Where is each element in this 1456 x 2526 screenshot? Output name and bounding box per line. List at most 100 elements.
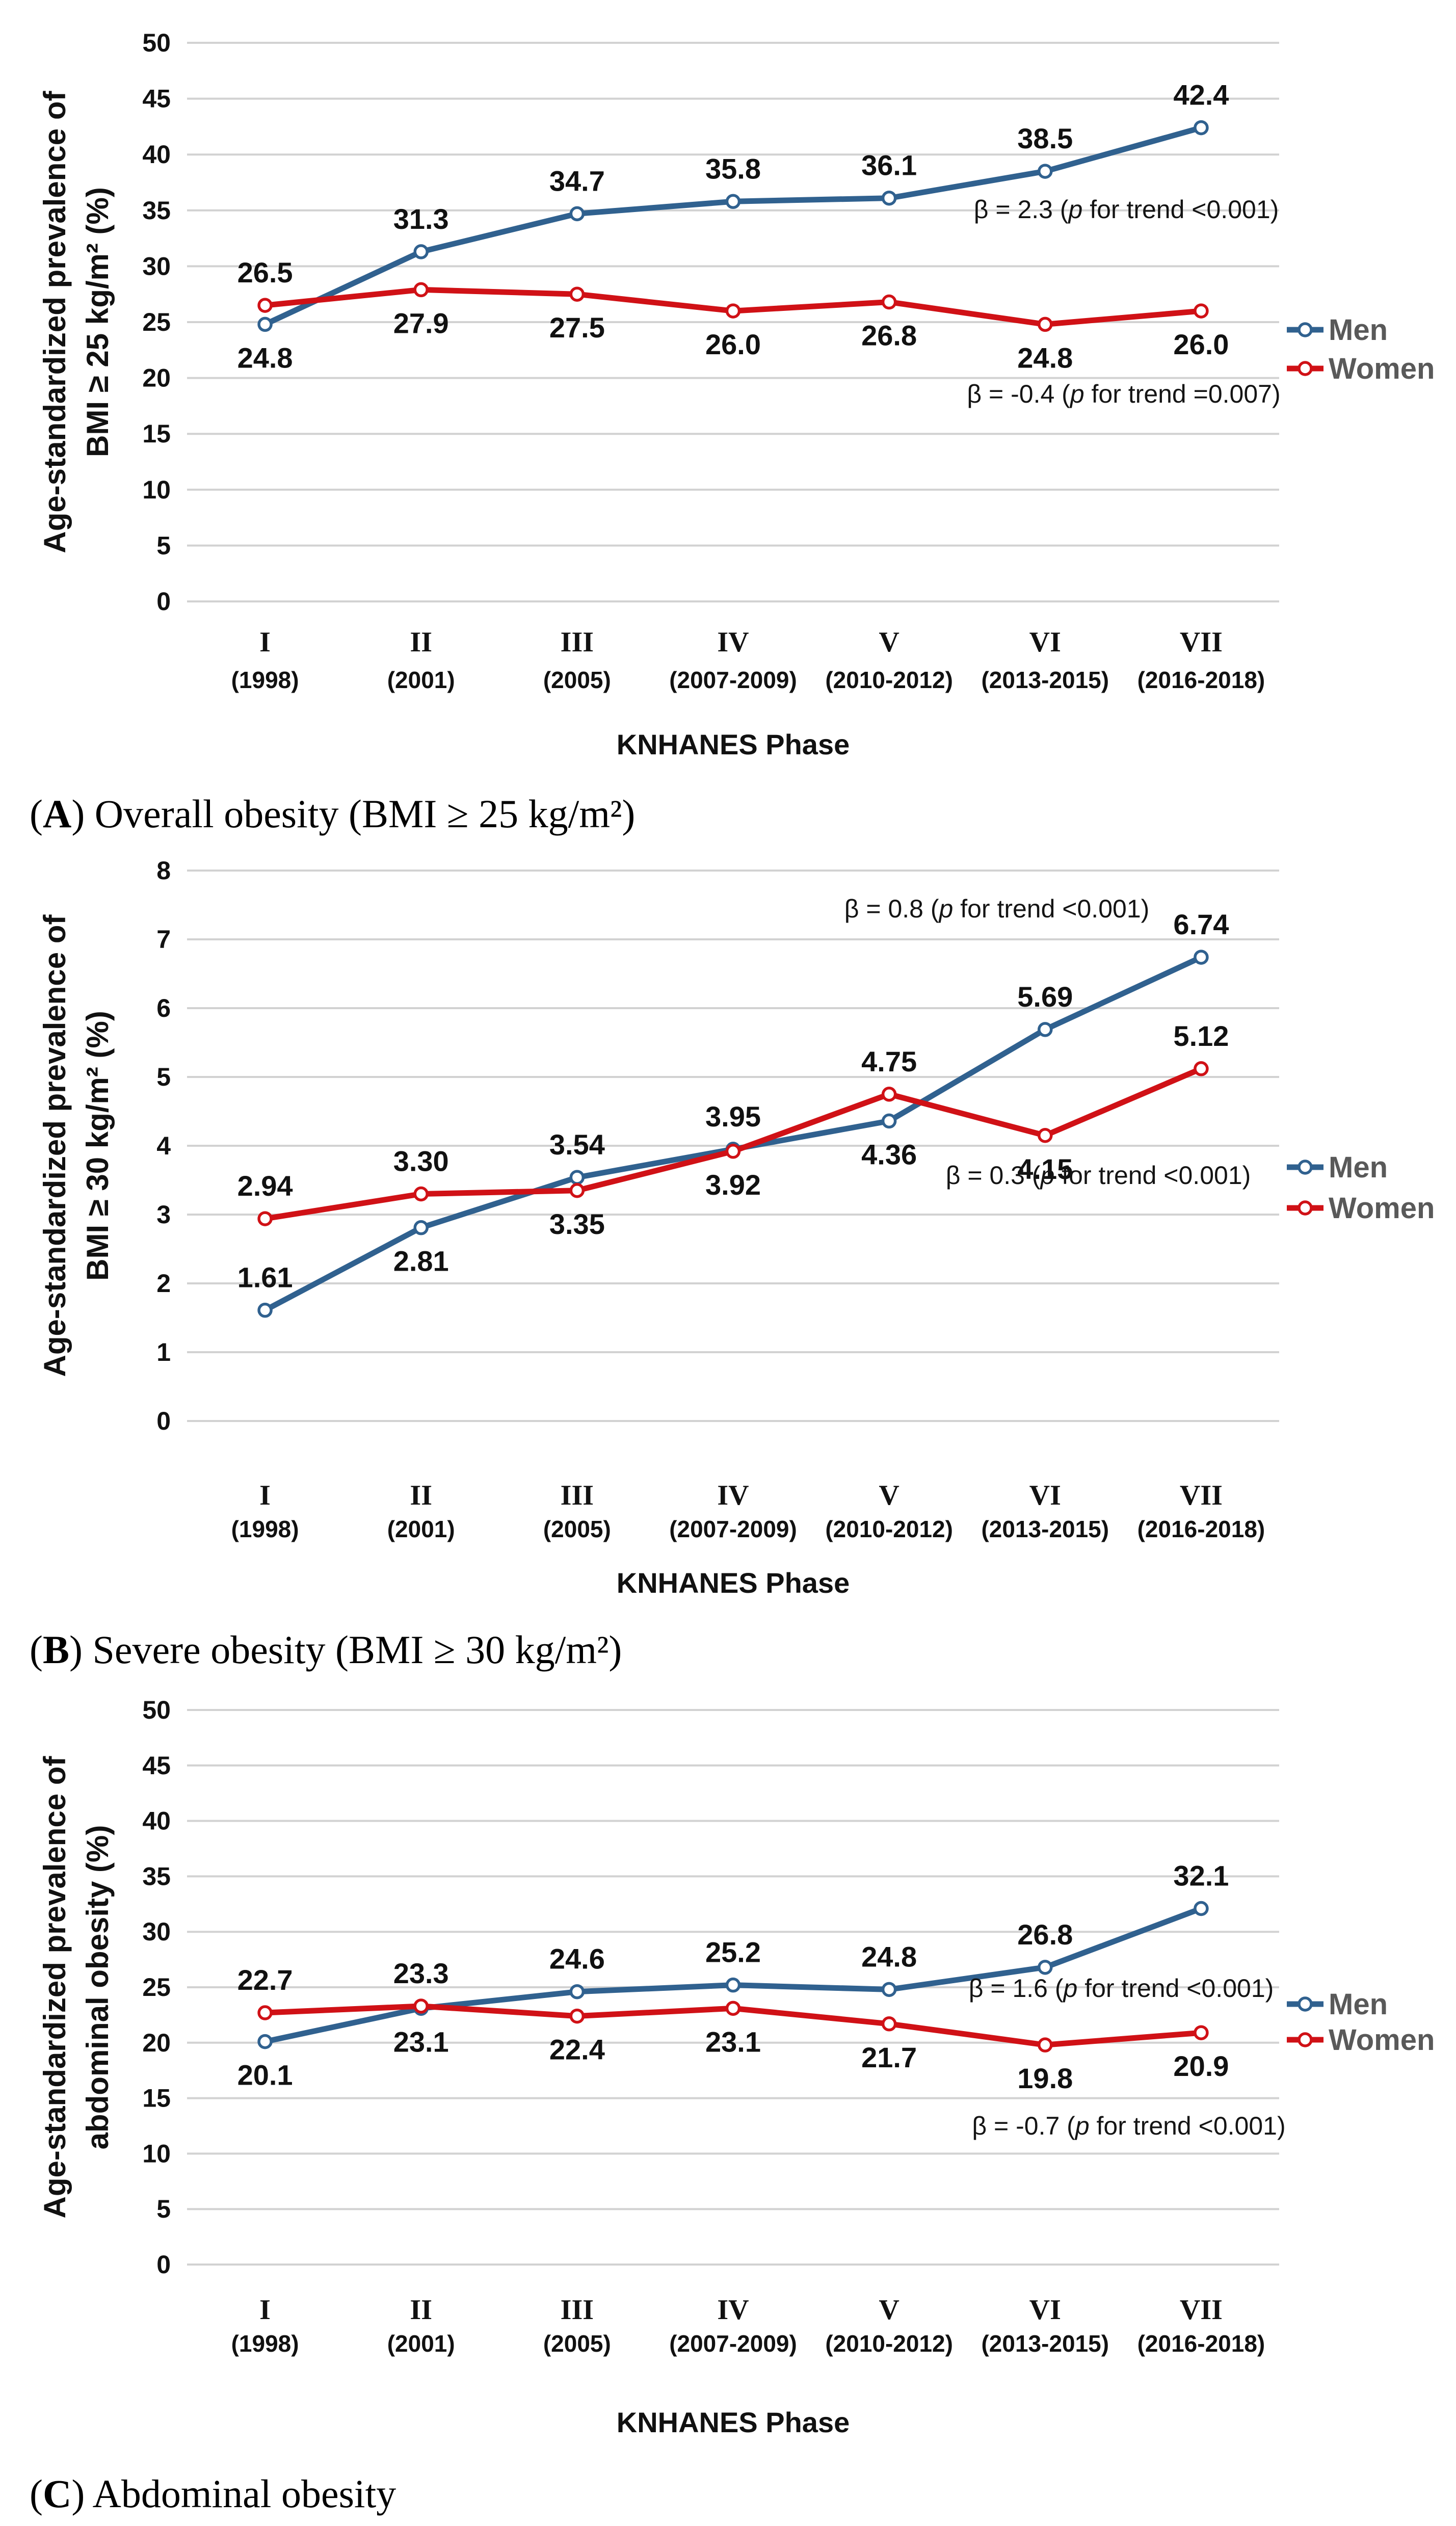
y-tick-label: 0 xyxy=(156,587,171,616)
x-tick-roman: IV xyxy=(717,2294,749,2326)
legend-circle-marker xyxy=(1298,361,1313,376)
x-tick-years: (2016-2018) xyxy=(1137,667,1265,693)
chart-A: 0 5 10 15 20 25 30 35 40 45 50 Age-standardized pre… xyxy=(38,29,1435,760)
y-tick-label: 25 xyxy=(142,308,171,336)
data-point-marker xyxy=(257,1302,273,1318)
annotation-trend: for trend <0.001) xyxy=(953,894,1149,923)
caption-chart-c: (C) Abdominal obesity xyxy=(30,2471,396,2517)
x-tick-roman: II xyxy=(410,2294,432,2326)
data-point-marker xyxy=(1038,1128,1053,1143)
data-point-marker xyxy=(725,2001,741,2016)
x-tick-years: (2010-2012) xyxy=(825,667,953,693)
data-point-marker xyxy=(413,244,429,259)
data-label: 5.69 xyxy=(1017,981,1073,1013)
x-tick-years: (2001) xyxy=(387,1516,455,1542)
trend-annotation-men: β = 2.3 (p for trend <0.001) xyxy=(974,195,1279,224)
x-tick-years: (2001) xyxy=(387,2330,455,2357)
y-tick-label: 40 xyxy=(142,140,171,169)
data-point-marker xyxy=(1038,2037,1053,2053)
y-tick-label: 8 xyxy=(156,856,171,885)
data-point-marker xyxy=(881,1087,897,1102)
data-point-marker xyxy=(569,1170,585,1185)
x-tick-years: (2007-2009) xyxy=(669,2330,797,2357)
y-tick-label: 3 xyxy=(156,1200,171,1229)
annotation-p-italic: p xyxy=(1063,1974,1078,2003)
data-point-marker xyxy=(569,1183,585,1198)
annotation-trend: for trend <0.001) xyxy=(1090,2112,1286,2140)
annotation-p-italic: p xyxy=(1068,195,1083,224)
data-label: 3.92 xyxy=(705,1169,761,1201)
trend-annotation-women: β = -0.7 (p for trend <0.001) xyxy=(972,2112,1285,2140)
y-tick-label: 20 xyxy=(142,2029,171,2057)
annotation-p-italic: p xyxy=(1040,1161,1055,1190)
x-tick-years: (2007-2009) xyxy=(669,667,797,693)
data-point-marker xyxy=(1194,303,1209,319)
y-tick-label: 5 xyxy=(156,1063,171,1091)
data-label: 26.8 xyxy=(861,320,917,352)
data-label: 26.0 xyxy=(705,328,761,360)
legend-circle-marker xyxy=(1298,2032,1313,2047)
x-axis-title: KNHANES Phase xyxy=(617,2406,850,2438)
caption-c-open: ( xyxy=(30,2471,43,2516)
trend-annotation-women: β = 0.3 (p for trend <0.001) xyxy=(946,1161,1251,1190)
gridlines-A xyxy=(187,42,1279,602)
data-point-marker xyxy=(1194,1061,1209,1076)
series-men: 1.61 2.81 3.54 3.95 4.36 5.69 6.74 xyxy=(237,908,1229,1318)
y-tick-label: 45 xyxy=(142,85,171,113)
x-tick-years: (2013-2015) xyxy=(981,1516,1109,1542)
data-point-marker xyxy=(569,2008,585,2024)
legend-circle-marker xyxy=(1298,1160,1313,1175)
x-tick-years: (2005) xyxy=(543,1516,611,1542)
data-point-marker xyxy=(1194,120,1209,136)
data-point-marker xyxy=(1038,1960,1053,1975)
series-men: 20.1 23.1 24.6 25.2 24.8 26.8 32.1 xyxy=(237,1860,1229,2091)
annotation-beta: β = -0.7 ( xyxy=(972,2112,1075,2140)
caption-a-text: ) Overall obesity (BMI ≥ 25 kg/m²) xyxy=(71,792,636,836)
y-tick-label: 6 xyxy=(156,994,171,1022)
y-tick-label: 15 xyxy=(142,2084,171,2113)
x-tick-roman: V xyxy=(879,2294,899,2326)
data-point-marker xyxy=(257,317,273,332)
y-tick-label: 45 xyxy=(142,1751,171,1780)
data-point-marker xyxy=(257,298,273,313)
data-point-marker xyxy=(1194,1901,1209,1916)
caption-a-letter: A xyxy=(42,792,72,836)
y-tick-label: 7 xyxy=(156,925,171,954)
x-tick-roman: II xyxy=(410,626,432,658)
data-point-marker xyxy=(413,282,429,298)
data-label: 5.12 xyxy=(1173,1020,1229,1052)
data-point-marker xyxy=(1038,164,1053,179)
y-tick-label: 50 xyxy=(142,1696,171,1724)
annotation-beta: β = 0.3 ( xyxy=(946,1161,1041,1190)
gridlines-C xyxy=(187,1709,1279,2266)
annotation-beta: β = 2.3 ( xyxy=(974,195,1069,224)
y-axis-label-line1: Age-standardized prevalence of xyxy=(38,91,72,554)
annotation-trend: for trend <0.001) xyxy=(1054,1161,1251,1190)
annotation-beta: β = 1.6 ( xyxy=(969,1974,1064,2003)
x-tick-roman: I xyxy=(259,2294,271,2326)
x-tick-roman: I xyxy=(259,626,271,658)
data-label: 23.3 xyxy=(393,1957,449,1989)
data-point-marker xyxy=(881,190,897,206)
data-point-marker xyxy=(725,303,741,319)
data-point-marker xyxy=(413,1998,429,2014)
y-tick-label: 35 xyxy=(142,196,171,225)
x-tick-roman: VI xyxy=(1029,2294,1061,2326)
data-label: 24.6 xyxy=(549,1943,605,1975)
legend-label: Women xyxy=(1329,352,1435,385)
y-axis-label-line2: BMI ≥ 25 kg/m² (%) xyxy=(81,187,115,457)
x-tick-years: (1998) xyxy=(231,1516,299,1542)
x-tick-roman: VI xyxy=(1029,626,1061,658)
caption-b-open: ( xyxy=(30,1627,43,1672)
annotation-trend: for trend =0.007) xyxy=(1084,380,1281,408)
data-label: 6.74 xyxy=(1173,908,1229,940)
y-tick-label: 30 xyxy=(142,252,171,280)
series-men: 24.8 31.3 34.7 35.8 36.1 38.5 42.4 xyxy=(237,79,1229,374)
x-tick-roman: V xyxy=(879,1480,899,1511)
data-point-marker xyxy=(257,1211,273,1226)
data-label: 4.36 xyxy=(861,1138,917,1170)
trend-annotation-men: β = 1.6 (p for trend <0.001) xyxy=(969,1974,1274,2003)
y-axis-label-line2: BMI ≥ 30 kg/m² (%) xyxy=(81,1011,115,1281)
